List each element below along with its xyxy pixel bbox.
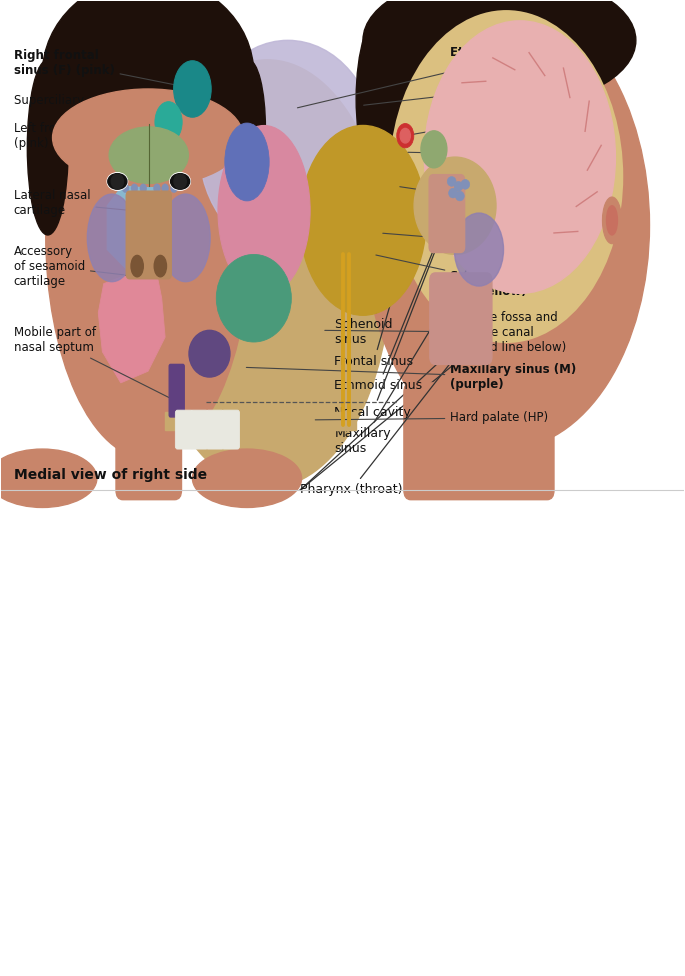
- FancyBboxPatch shape: [116, 414, 182, 500]
- Ellipse shape: [216, 255, 291, 342]
- Ellipse shape: [0, 449, 97, 508]
- Ellipse shape: [162, 183, 169, 192]
- Polygon shape: [107, 152, 165, 274]
- Text: Right frontal
sinus (F) (pink): Right frontal sinus (F) (pink): [14, 49, 193, 89]
- Ellipse shape: [414, 157, 496, 255]
- Text: Hard palate (HP): Hard palate (HP): [315, 412, 549, 425]
- Ellipse shape: [390, 11, 622, 342]
- Ellipse shape: [153, 183, 160, 192]
- Ellipse shape: [421, 131, 447, 168]
- FancyBboxPatch shape: [169, 364, 184, 417]
- FancyBboxPatch shape: [429, 175, 464, 253]
- Ellipse shape: [192, 449, 301, 508]
- Ellipse shape: [425, 20, 615, 294]
- Ellipse shape: [199, 40, 377, 255]
- Ellipse shape: [363, 0, 636, 108]
- Ellipse shape: [447, 177, 456, 186]
- Text: Mobile part of
nasal septum: Mobile part of nasal septum: [14, 326, 172, 399]
- FancyBboxPatch shape: [175, 410, 193, 449]
- Text: Medial view of right side: Medial view of right side: [14, 468, 207, 482]
- Text: Pituitary gland: Pituitary gland: [408, 113, 537, 136]
- Ellipse shape: [461, 180, 470, 189]
- Text: Ethmoid sinus: Ethmoid sinus: [334, 191, 458, 392]
- Text: Ethmoldal cells
(E) (blue): Ethmoldal cells (E) (blue): [297, 46, 551, 107]
- Ellipse shape: [606, 206, 617, 235]
- Text: Lateral nasal
cartilage: Lateral nasal cartilage: [14, 188, 129, 217]
- Bar: [1, 490, 684, 975]
- Ellipse shape: [232, 60, 265, 196]
- Ellipse shape: [189, 330, 230, 377]
- Ellipse shape: [107, 173, 127, 190]
- Ellipse shape: [218, 126, 310, 296]
- Ellipse shape: [122, 183, 129, 192]
- FancyBboxPatch shape: [222, 410, 240, 449]
- Ellipse shape: [454, 213, 503, 286]
- Text: Maxillary
sinus: Maxillary sinus: [334, 252, 477, 455]
- Text: Nasal cavity: Nasal cavity: [334, 224, 445, 419]
- Ellipse shape: [27, 60, 68, 235]
- Ellipse shape: [363, 1, 649, 449]
- Ellipse shape: [154, 256, 166, 277]
- Ellipse shape: [131, 256, 143, 277]
- FancyBboxPatch shape: [165, 412, 356, 429]
- FancyBboxPatch shape: [206, 410, 224, 449]
- Text: Maxillary sinus (M)
(purple): Maxillary sinus (M) (purple): [247, 363, 577, 391]
- Ellipse shape: [88, 194, 136, 282]
- Polygon shape: [98, 264, 165, 383]
- Text: Roof of pterygoid
canal: Roof of pterygoid canal: [383, 228, 552, 257]
- FancyBboxPatch shape: [404, 383, 554, 500]
- Ellipse shape: [109, 127, 188, 183]
- Ellipse shape: [46, 11, 251, 459]
- Ellipse shape: [174, 61, 211, 117]
- Text: Recess in anterior
clinoid process: Recess in anterior clinoid process: [408, 141, 557, 168]
- Text: Superciliary arch: Superciliary arch: [14, 94, 182, 107]
- Text: Frontal sinus: Frontal sinus: [334, 153, 434, 368]
- Ellipse shape: [602, 197, 621, 244]
- Bar: [1, 1, 684, 490]
- Ellipse shape: [456, 191, 464, 201]
- Ellipse shape: [171, 183, 177, 192]
- FancyBboxPatch shape: [429, 273, 492, 364]
- Ellipse shape: [225, 123, 269, 201]
- Ellipse shape: [449, 188, 458, 198]
- Ellipse shape: [400, 129, 410, 143]
- Ellipse shape: [131, 183, 138, 192]
- Text: Left frontal sinus
(pink): Left frontal sinus (pink): [14, 122, 168, 149]
- Ellipse shape: [155, 102, 182, 142]
- Ellipse shape: [300, 126, 426, 315]
- Ellipse shape: [42, 0, 254, 172]
- Ellipse shape: [397, 124, 414, 147]
- Text: Accessory
of sesamoid
cartilage: Accessory of sesamoid cartilage: [14, 245, 129, 288]
- Ellipse shape: [111, 174, 123, 188]
- Ellipse shape: [356, 11, 411, 186]
- Text: Fullness over
internal carotid
artery: Fullness over internal carotid artery: [400, 180, 541, 223]
- Ellipse shape: [170, 173, 190, 190]
- Ellipse shape: [108, 174, 127, 189]
- Ellipse shape: [161, 194, 210, 282]
- Ellipse shape: [53, 89, 244, 186]
- Text: Pharynx (throat): Pharynx (throat): [300, 346, 464, 497]
- Ellipse shape: [145, 60, 390, 488]
- Text: Palatine fossa and
palatine canal
(dashed line below): Palatine fossa and palatine canal (dashe…: [325, 310, 566, 353]
- Text: Sphenoidal sinus
(S) (yellow): Sphenoidal sinus (S) (yellow): [376, 255, 563, 298]
- Ellipse shape: [140, 183, 147, 192]
- Ellipse shape: [174, 174, 186, 188]
- FancyBboxPatch shape: [126, 191, 171, 279]
- Text: Sphenoid
sinus: Sphenoid sinus: [334, 202, 446, 346]
- Polygon shape: [138, 40, 247, 157]
- Ellipse shape: [454, 182, 463, 191]
- Text: Wall of optic canal: Wall of optic canal: [364, 83, 558, 105]
- Ellipse shape: [171, 174, 190, 189]
- FancyBboxPatch shape: [190, 410, 208, 449]
